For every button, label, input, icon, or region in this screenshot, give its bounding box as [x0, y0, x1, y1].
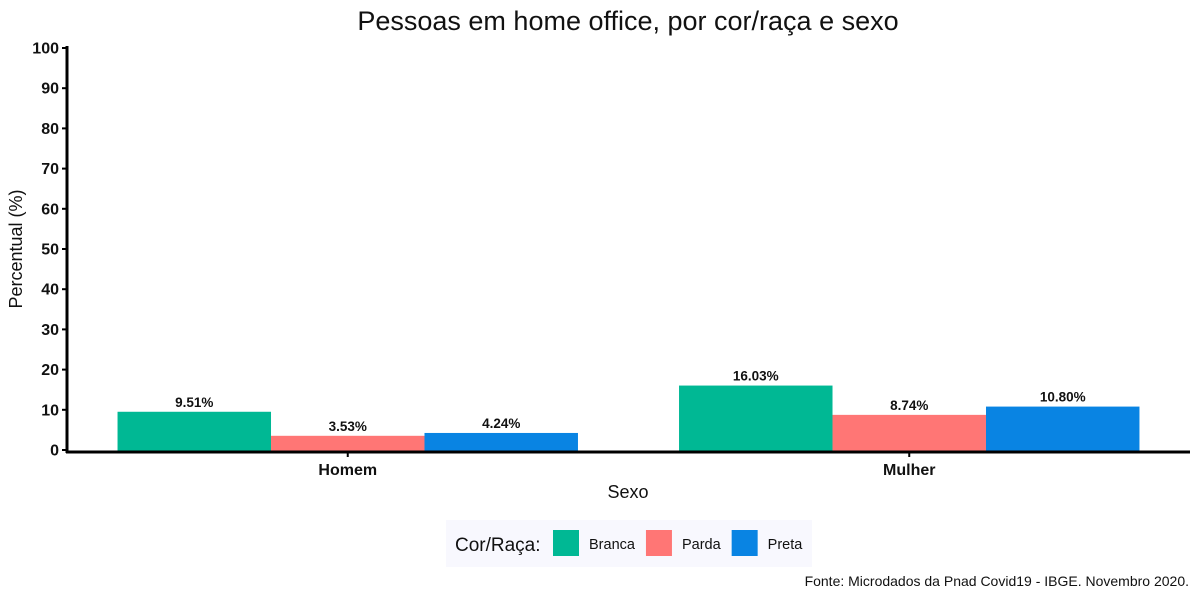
data-label: 16.03% [733, 369, 779, 384]
bar-branca-mulher [679, 385, 833, 451]
x-axis-ticks: Homem Mulher [318, 452, 935, 479]
x-axis-label: Sexo [607, 482, 648, 502]
data-labels: 9.51% 3.53% 4.24% 16.03% 8.74% 10.80% [175, 369, 1085, 434]
caption: Fonte: Microdados da Pnad Covid19 - IBGE… [805, 573, 1189, 589]
legend-title: Cor/Raça: [455, 535, 541, 556]
y-tick-label: 30 [41, 322, 59, 339]
bars [117, 385, 1140, 451]
legend-label-branca: Branca [589, 537, 636, 553]
y-axis-ticks: 0 10 20 30 40 50 60 70 80 90 100 [32, 41, 67, 460]
bar-parda-mulher [832, 414, 986, 451]
data-label: 10.80% [1040, 390, 1086, 405]
chart-title: Pessoas em home office, por cor/raça e s… [357, 6, 898, 36]
legend-items: Branca Parda Preta [553, 530, 803, 556]
bar-preta-homem [424, 432, 578, 451]
data-label: 9.51% [175, 395, 213, 410]
y-tick-label: 70 [41, 161, 59, 178]
legend-key-parda [645, 530, 672, 556]
y-axis-label: Percentual (%) [6, 189, 26, 308]
y-tick-label: 50 [41, 242, 59, 259]
y-tick-label: 100 [32, 41, 59, 58]
legend-key-branca [553, 530, 579, 556]
y-tick-label: 10 [41, 402, 59, 419]
y-tick-label: 0 [50, 443, 59, 460]
y-tick-label: 20 [41, 362, 59, 379]
legend-key-preta [731, 530, 758, 556]
data-label: 8.74% [890, 398, 928, 413]
legend-label-parda: Parda [682, 537, 722, 553]
bar-branca-homem [117, 411, 272, 451]
x-tick-label: Mulher [883, 462, 935, 479]
bar-preta-mulher [985, 406, 1140, 451]
bar-parda-homem [271, 435, 425, 451]
x-tick-label: Homem [318, 462, 377, 479]
data-label: 4.24% [482, 416, 520, 431]
y-tick-label: 80 [41, 121, 59, 138]
y-tick-label: 60 [41, 201, 59, 218]
data-label: 3.53% [329, 419, 367, 434]
legend-label-preta: Preta [768, 537, 804, 553]
legend: Cor/Raça: Branca Parda Preta [446, 520, 812, 567]
y-tick-label: 90 [41, 81, 59, 98]
y-tick-label: 40 [41, 282, 59, 299]
